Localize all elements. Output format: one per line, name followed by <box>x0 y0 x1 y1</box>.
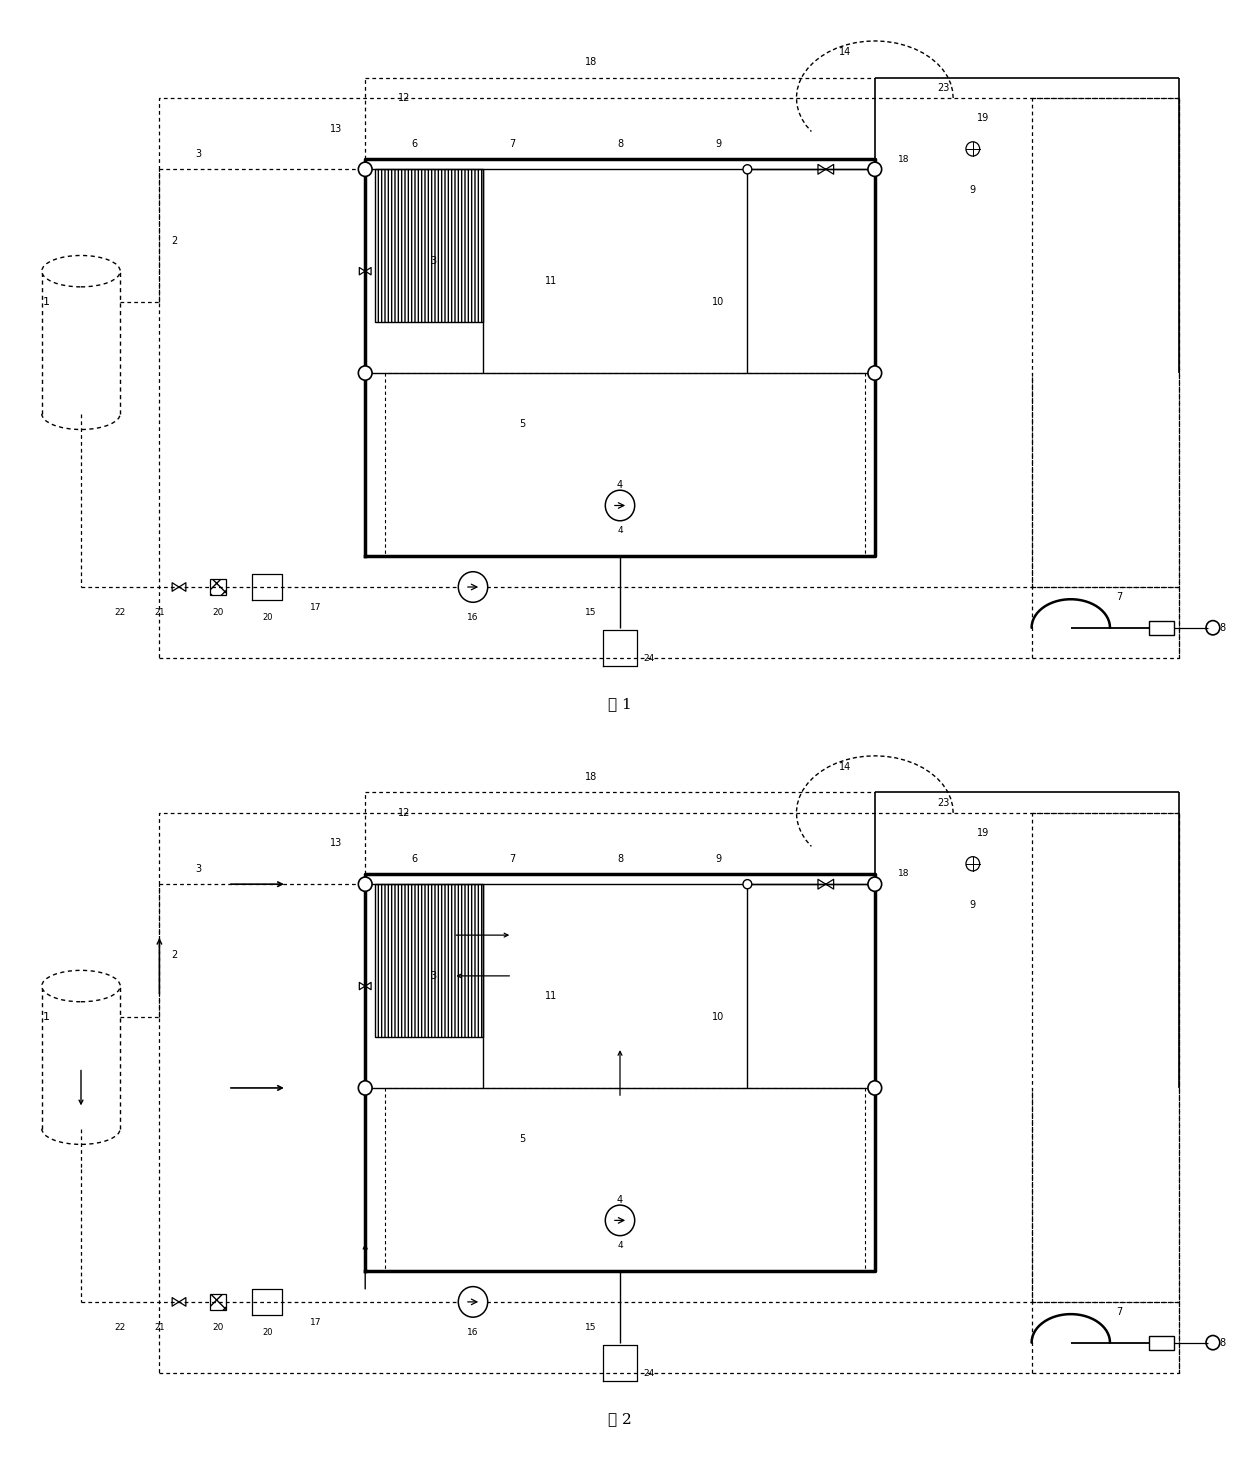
Circle shape <box>868 162 882 177</box>
Text: 8: 8 <box>618 853 622 864</box>
Circle shape <box>605 1206 635 1235</box>
Text: 8: 8 <box>618 139 622 149</box>
Circle shape <box>868 1080 882 1095</box>
Text: 7: 7 <box>510 139 516 149</box>
Text: 18: 18 <box>584 57 596 68</box>
Text: 18: 18 <box>584 772 596 783</box>
Text: 9: 9 <box>970 899 976 909</box>
Text: 13: 13 <box>330 124 342 134</box>
Circle shape <box>358 1080 372 1095</box>
Circle shape <box>743 880 751 889</box>
Bar <box>1149 621 1174 635</box>
Text: 12: 12 <box>398 93 410 103</box>
Text: 24: 24 <box>644 1369 655 1378</box>
Text: 20: 20 <box>212 607 224 618</box>
Text: 4: 4 <box>618 526 622 535</box>
Circle shape <box>358 162 372 177</box>
Text: 9: 9 <box>970 184 976 195</box>
Circle shape <box>966 142 980 156</box>
Text: 22: 22 <box>114 1322 125 1332</box>
Text: 3: 3 <box>196 149 202 159</box>
Text: 3: 3 <box>196 864 202 874</box>
Circle shape <box>743 165 751 174</box>
Text: 4: 4 <box>618 1241 622 1250</box>
Text: 14: 14 <box>839 47 852 57</box>
Text: 2: 2 <box>171 236 177 246</box>
Text: 图 2: 图 2 <box>608 1412 632 1425</box>
Circle shape <box>605 491 635 520</box>
Circle shape <box>966 856 980 871</box>
Text: 22: 22 <box>114 607 125 618</box>
Ellipse shape <box>42 255 120 287</box>
Text: 9: 9 <box>715 853 722 864</box>
Text: 19: 19 <box>976 113 988 124</box>
Text: 20: 20 <box>262 1328 273 1337</box>
Circle shape <box>1207 621 1220 635</box>
Text: 3: 3 <box>430 971 436 980</box>
Text: 10: 10 <box>712 296 724 307</box>
Ellipse shape <box>42 970 120 1002</box>
Text: 15: 15 <box>585 1322 596 1332</box>
Text: 21: 21 <box>154 1322 165 1332</box>
Text: 17: 17 <box>310 1318 322 1327</box>
Text: 2: 2 <box>171 951 177 961</box>
Text: 7: 7 <box>510 853 516 864</box>
Text: 20: 20 <box>212 1322 224 1332</box>
Text: 6: 6 <box>412 853 418 864</box>
Text: 11: 11 <box>546 991 558 1001</box>
Text: 8: 8 <box>1220 622 1226 632</box>
Text: 7: 7 <box>1117 593 1123 603</box>
Text: 19: 19 <box>976 828 988 839</box>
Text: 6: 6 <box>412 139 418 149</box>
Circle shape <box>358 877 372 892</box>
Text: 11: 11 <box>546 276 558 286</box>
Text: 4: 4 <box>618 481 622 491</box>
Text: 13: 13 <box>330 839 342 849</box>
Circle shape <box>459 572 487 603</box>
Circle shape <box>358 366 372 380</box>
Text: 17: 17 <box>310 603 322 612</box>
Text: 8: 8 <box>1220 1337 1226 1347</box>
Text: 12: 12 <box>398 808 410 818</box>
Bar <box>211 579 226 595</box>
Bar <box>374 170 482 323</box>
Text: 9: 9 <box>715 139 722 149</box>
Text: 1: 1 <box>43 1011 50 1021</box>
Circle shape <box>868 877 882 892</box>
Text: 18: 18 <box>899 155 910 164</box>
Text: 5: 5 <box>518 419 525 429</box>
Text: 23: 23 <box>937 83 950 93</box>
Circle shape <box>459 1287 487 1318</box>
Text: 16: 16 <box>467 1328 479 1337</box>
Text: 16: 16 <box>467 613 479 622</box>
Text: 24: 24 <box>644 654 655 663</box>
Text: 3: 3 <box>430 256 436 265</box>
Bar <box>374 884 482 1038</box>
Circle shape <box>1207 1335 1220 1350</box>
Text: 1: 1 <box>43 296 50 307</box>
Text: 图 1: 图 1 <box>608 697 632 710</box>
Text: 4: 4 <box>618 1195 622 1206</box>
Text: 10: 10 <box>712 1011 724 1021</box>
Text: 7: 7 <box>1117 1307 1123 1318</box>
Text: 14: 14 <box>839 762 852 772</box>
Bar <box>1149 1335 1174 1350</box>
Text: 5: 5 <box>518 1134 525 1144</box>
Text: 21: 21 <box>154 607 165 618</box>
Circle shape <box>868 366 882 380</box>
Bar <box>211 1294 226 1310</box>
Text: 23: 23 <box>937 797 950 808</box>
Text: 15: 15 <box>585 607 596 618</box>
Text: 20: 20 <box>262 613 273 622</box>
Text: 18: 18 <box>899 870 910 879</box>
